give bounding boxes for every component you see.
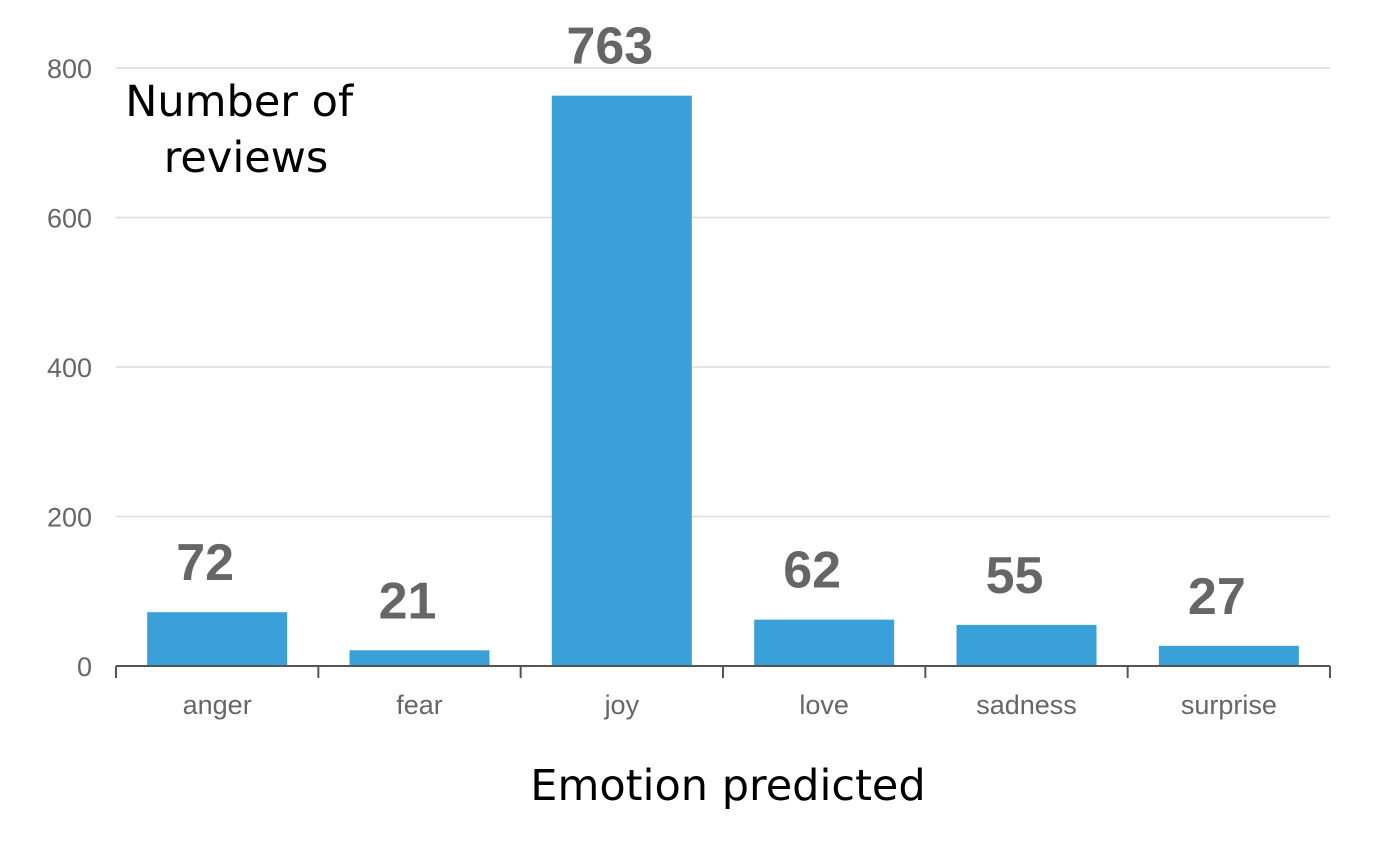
y-tick-label: 400 bbox=[47, 353, 92, 383]
data-label-fear: 21 bbox=[379, 572, 437, 630]
bar-surprise bbox=[1158, 645, 1299, 666]
y-axis-title-line-2: reviews bbox=[164, 133, 329, 183]
x-tick-label-joy: joy bbox=[604, 690, 640, 720]
data-label-love: 62 bbox=[783, 542, 841, 600]
data-label-surprise: 27 bbox=[1188, 568, 1246, 626]
y-tick-label: 0 bbox=[77, 652, 92, 682]
data-label-sadness: 55 bbox=[986, 547, 1044, 605]
x-tick-label-love: love bbox=[799, 690, 849, 720]
x-tick-label-surprise: surprise bbox=[1181, 690, 1277, 720]
x-axis-tick-labels: anger fear joy love sadness surprise bbox=[183, 690, 1277, 720]
data-labels: 72 21 763 62 55 27 bbox=[176, 18, 1246, 631]
bar-love bbox=[754, 619, 895, 666]
y-tick-label: 800 bbox=[47, 54, 92, 84]
data-label-anger: 72 bbox=[176, 534, 234, 592]
x-tick-label-anger: anger bbox=[183, 690, 252, 720]
bar-joy bbox=[551, 95, 692, 667]
bar-anger bbox=[147, 612, 288, 666]
y-axis-title: Number of reviews bbox=[125, 77, 367, 183]
x-axis bbox=[115, 665, 1331, 678]
grid-lines bbox=[116, 67, 1330, 518]
bar-sadness bbox=[956, 624, 1097, 666]
y-axis-tick-labels: 0 200 400 600 800 bbox=[47, 54, 92, 682]
y-tick-label: 200 bbox=[47, 503, 92, 533]
y-tick-label: 600 bbox=[47, 204, 92, 234]
bar-fear bbox=[349, 650, 490, 666]
data-label-joy: 763 bbox=[566, 18, 653, 76]
bars bbox=[147, 95, 1299, 667]
x-axis-title: Emotion predicted bbox=[530, 761, 925, 811]
y-axis-title-line-1: Number of bbox=[125, 77, 354, 127]
x-tick-label-sadness: sadness bbox=[976, 690, 1077, 720]
x-tick-label-fear: fear bbox=[396, 690, 443, 720]
